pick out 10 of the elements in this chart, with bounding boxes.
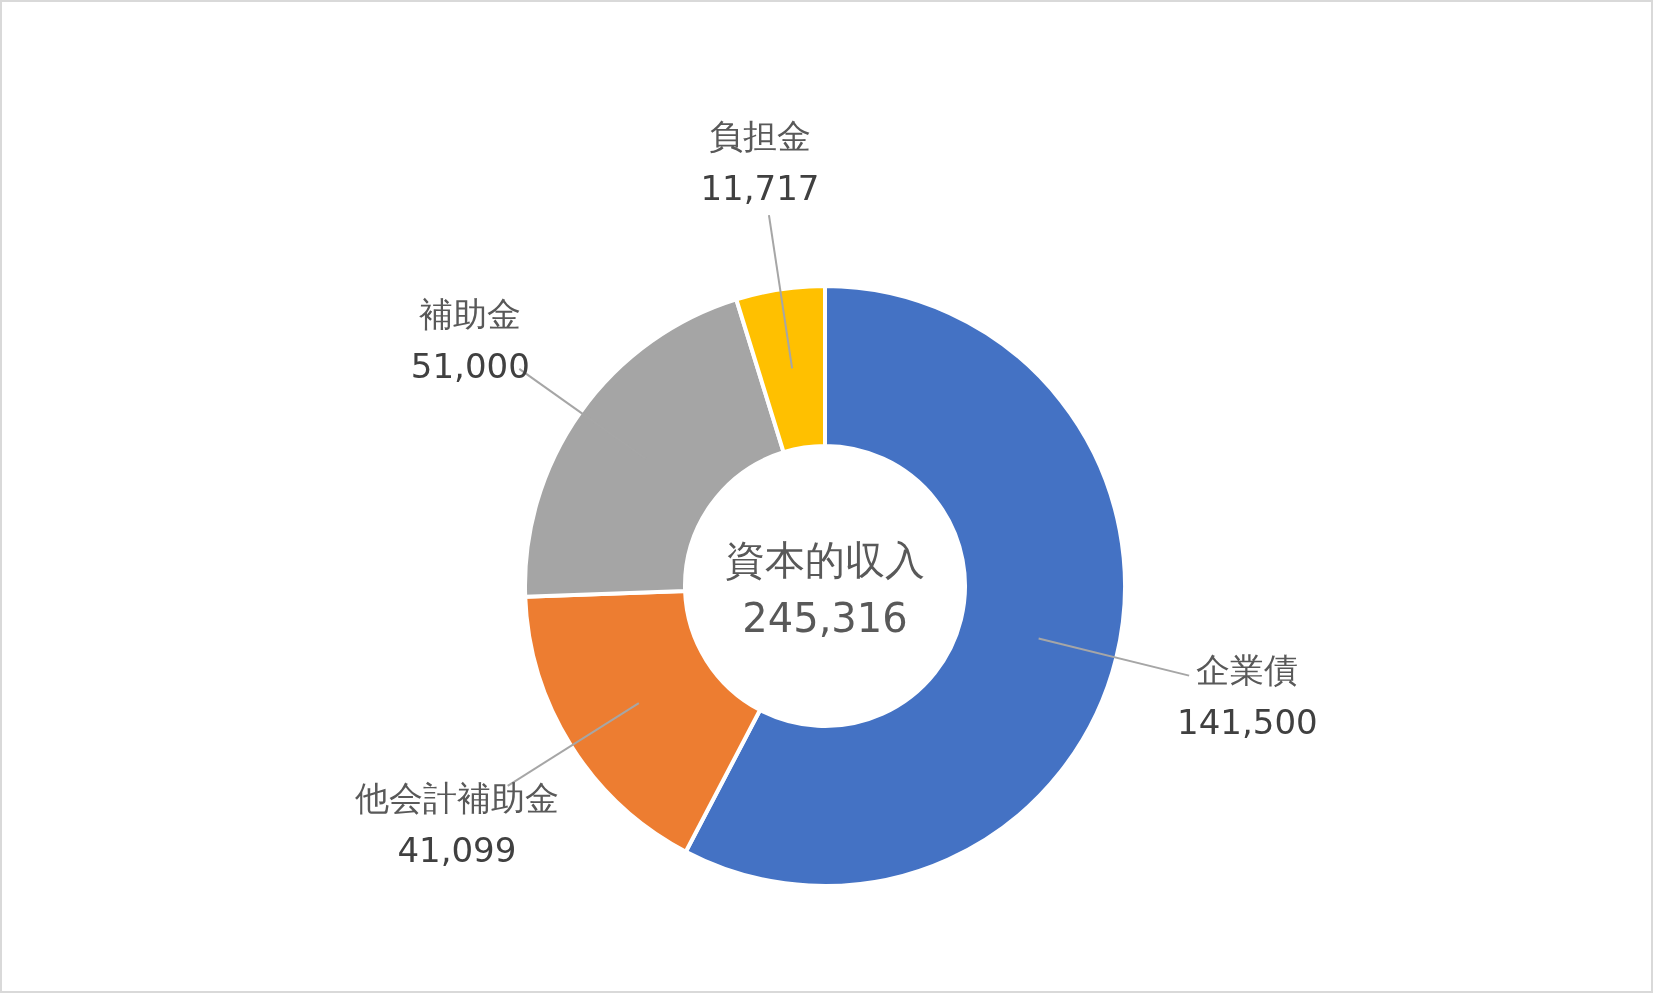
data-label: 11,717 (700, 167, 820, 208)
slice-label: 企業債 (1196, 649, 1299, 690)
text: 資本的収入 (725, 537, 925, 583)
slice-label: 補助金 (419, 294, 522, 335)
slice-label: 他会計補助金 (354, 777, 559, 818)
data-label: 41,099 (397, 829, 517, 870)
data-label: 51,000 (410, 346, 530, 387)
text: 245,316 (742, 595, 908, 641)
data-label: 141,500 (1177, 701, 1318, 742)
slice-label: 負担金 (708, 115, 811, 156)
